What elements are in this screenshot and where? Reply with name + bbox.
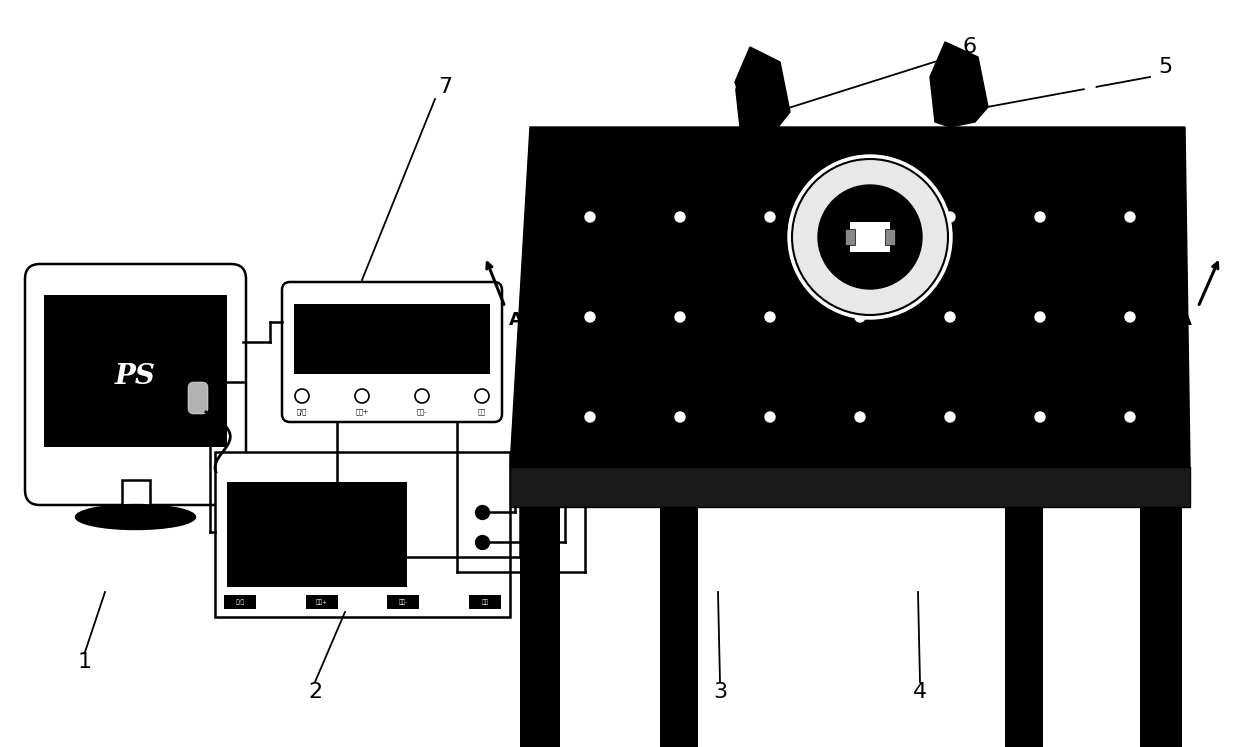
- Circle shape: [635, 82, 645, 92]
- Ellipse shape: [76, 504, 196, 530]
- FancyBboxPatch shape: [25, 264, 246, 505]
- Bar: [387, 595, 419, 609]
- Circle shape: [792, 159, 949, 315]
- Circle shape: [765, 312, 775, 322]
- Bar: [520, 507, 560, 747]
- Text: 1: 1: [78, 652, 92, 672]
- Bar: [844, 229, 856, 245]
- Bar: [215, 452, 510, 617]
- Circle shape: [355, 389, 370, 403]
- Text: 模式: 模式: [477, 408, 486, 415]
- Circle shape: [856, 412, 866, 422]
- Circle shape: [1035, 412, 1045, 422]
- Circle shape: [1125, 212, 1135, 222]
- Bar: [1140, 507, 1182, 747]
- Circle shape: [856, 312, 866, 322]
- FancyBboxPatch shape: [281, 282, 502, 422]
- Circle shape: [905, 82, 915, 92]
- Bar: [1004, 507, 1043, 747]
- Circle shape: [945, 212, 955, 222]
- Circle shape: [1035, 312, 1045, 322]
- Polygon shape: [930, 42, 988, 127]
- Bar: [885, 229, 895, 245]
- Polygon shape: [510, 467, 1190, 507]
- Text: 7: 7: [438, 77, 453, 97]
- Circle shape: [675, 312, 684, 322]
- Circle shape: [1085, 82, 1095, 92]
- Text: A: A: [510, 311, 523, 329]
- Text: 电压-: 电压-: [399, 599, 408, 605]
- Text: 温度-: 温度-: [417, 408, 428, 415]
- Bar: [122, 480, 150, 512]
- Circle shape: [856, 212, 866, 222]
- Text: PS: PS: [115, 362, 156, 389]
- Circle shape: [945, 412, 955, 422]
- Circle shape: [905, 0, 915, 2]
- Circle shape: [675, 212, 684, 222]
- Circle shape: [585, 212, 595, 222]
- Bar: [43, 295, 227, 447]
- Bar: [224, 595, 255, 609]
- Text: A: A: [1178, 311, 1192, 329]
- Bar: [227, 482, 407, 587]
- Text: 温度+: 温度+: [355, 408, 368, 415]
- Circle shape: [675, 412, 684, 422]
- Circle shape: [585, 412, 595, 422]
- Circle shape: [585, 312, 595, 322]
- Bar: [469, 595, 501, 609]
- Circle shape: [1085, 0, 1095, 2]
- Bar: [849, 222, 890, 252]
- Circle shape: [815, 82, 825, 92]
- Circle shape: [475, 389, 489, 403]
- FancyBboxPatch shape: [188, 382, 208, 414]
- Text: 2: 2: [308, 682, 322, 702]
- Circle shape: [725, 82, 735, 92]
- Circle shape: [725, 0, 735, 2]
- Polygon shape: [735, 47, 790, 132]
- Text: 4: 4: [913, 682, 928, 702]
- Circle shape: [994, 82, 1004, 92]
- Text: 开/关: 开/关: [236, 599, 244, 605]
- Circle shape: [818, 185, 923, 289]
- Text: 3: 3: [713, 682, 727, 702]
- Text: 电压+: 电压+: [316, 599, 327, 605]
- Circle shape: [765, 412, 775, 422]
- Circle shape: [994, 0, 1004, 2]
- Text: 6: 6: [963, 37, 977, 57]
- Circle shape: [765, 212, 775, 222]
- Circle shape: [787, 155, 952, 319]
- Circle shape: [1125, 412, 1135, 422]
- Circle shape: [945, 312, 955, 322]
- Bar: [306, 595, 337, 609]
- Text: 开/关: 开/关: [296, 408, 308, 415]
- Polygon shape: [510, 127, 1190, 467]
- Text: 5: 5: [1158, 57, 1172, 77]
- Text: 模式: 模式: [481, 599, 489, 605]
- Circle shape: [635, 0, 645, 2]
- Circle shape: [1125, 312, 1135, 322]
- Bar: [294, 304, 490, 374]
- Bar: [660, 507, 698, 747]
- Circle shape: [1035, 212, 1045, 222]
- Circle shape: [815, 0, 825, 2]
- Circle shape: [295, 389, 309, 403]
- Circle shape: [415, 389, 429, 403]
